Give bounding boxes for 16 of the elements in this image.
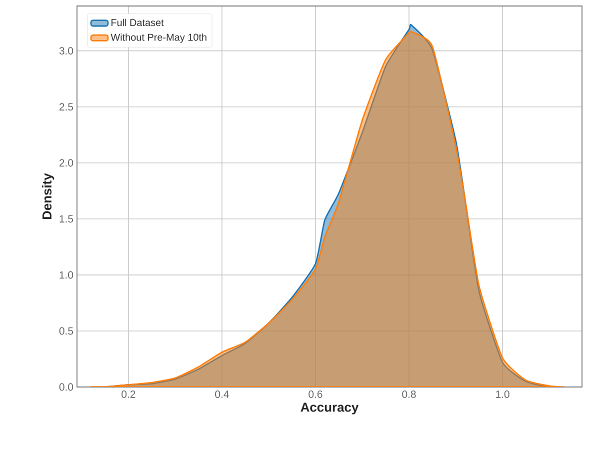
y-tick-label: 0.5	[59, 327, 74, 335]
y-axis-title: Density	[42, 173, 54, 220]
y-tick-label: 2.5	[59, 103, 74, 111]
legend-label: Without Pre-May 10th	[110, 33, 206, 43]
y-tick-label: 2.0	[59, 159, 74, 167]
y-tick-label: 3.0	[59, 47, 74, 55]
x-tick-label: 0.2	[122, 390, 136, 398]
x-tick-label: 0.4	[215, 390, 229, 398]
y-tick-label: 1.5	[60, 215, 74, 223]
y-tick-label: 0.0	[59, 383, 74, 391]
x-tick-label: 0.6	[308, 390, 322, 398]
x-tick-label: 0.8	[402, 390, 416, 398]
legend-label: Full Dataset	[112, 18, 164, 26]
x-axis-title: Accuracy	[300, 402, 359, 414]
x-tick-label: 1.0	[496, 390, 510, 398]
y-tick-label: 1.0	[60, 271, 74, 279]
